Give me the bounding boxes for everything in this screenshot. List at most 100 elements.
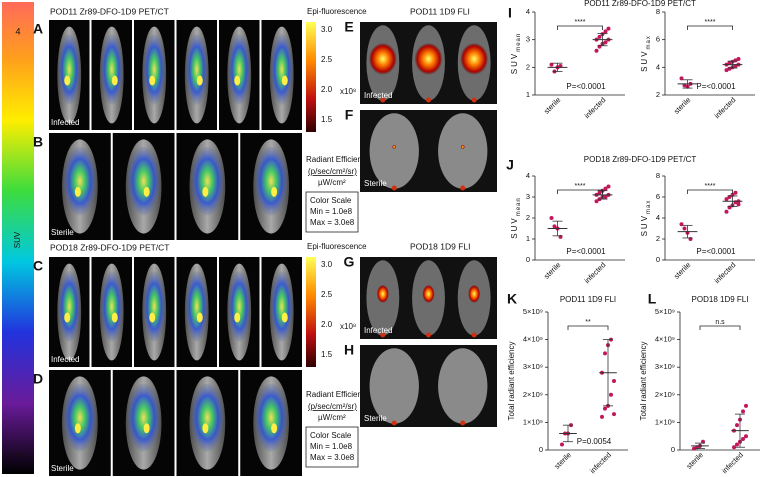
error-bar xyxy=(727,60,738,69)
y-tick-label: 2 xyxy=(526,62,530,71)
y-tick-label: 0 xyxy=(656,255,660,264)
significance-label: **** xyxy=(705,19,716,26)
pet-hotspot xyxy=(281,312,288,323)
panel-title: POD18 1D9 FLI xyxy=(410,241,470,251)
significance-bracket xyxy=(567,325,609,330)
error-bar xyxy=(552,62,563,72)
y-tick-label: 4 xyxy=(526,7,530,16)
fli-colorbar xyxy=(306,257,316,367)
data-point xyxy=(724,68,729,73)
error-bar xyxy=(695,442,705,450)
pet-hotspot xyxy=(64,312,71,323)
y-axis-label: SUVmax xyxy=(640,200,651,237)
data-point xyxy=(594,199,599,204)
panel-letter: L xyxy=(648,291,657,307)
y-tick-label: 3 xyxy=(526,192,530,201)
y-tick-label: 4 xyxy=(656,62,660,71)
scale-box-line: Color Scale xyxy=(310,431,352,440)
content: POD11 Zr89-DFO-1D9 PET/CT A Infected B Steri… xyxy=(33,0,760,476)
fli-signal xyxy=(368,42,397,75)
y-tick-label: 2 xyxy=(526,213,530,222)
fli-foot xyxy=(460,420,466,426)
unit-numerator: (p/sec/cm²/sr) xyxy=(308,167,357,176)
pet-hotspot xyxy=(281,75,288,86)
pet-signal xyxy=(228,34,251,105)
data-point xyxy=(603,195,608,199)
data-point xyxy=(741,409,745,414)
significance-label: ** xyxy=(585,319,591,326)
pet-hotspot xyxy=(149,312,156,323)
scale-tick: 3.0 xyxy=(321,260,333,269)
data-point xyxy=(741,436,745,441)
x-tick-label: sterile xyxy=(552,450,573,471)
data-point xyxy=(597,190,602,195)
panel-letter: A xyxy=(33,21,43,37)
x-tick-label: infected xyxy=(712,260,737,285)
panel-title: POD18 Zr89-DFO-1D9 PET/CT xyxy=(50,242,170,252)
pet-hotspot xyxy=(111,75,118,86)
x-tick-label: sterile xyxy=(684,450,705,471)
y-tick-label: 5×10⁹ xyxy=(523,307,543,316)
pet-hotspot xyxy=(74,186,81,197)
p-value: P=0.0054 xyxy=(577,437,612,446)
scale-box xyxy=(305,191,359,233)
y-tick-label: 6 xyxy=(656,35,660,44)
pet-hotspot xyxy=(74,423,81,434)
data-point xyxy=(612,379,616,383)
y-label-main: SUV xyxy=(640,49,649,71)
y-axis-label: Total radiant efficiency xyxy=(639,341,648,420)
suv-min: 0.3 xyxy=(12,451,24,460)
x-tick-label: sterile xyxy=(672,260,693,281)
scale-box-line: Max = 3.0e8 xyxy=(310,218,355,227)
y-tick-label: 5×10⁹ xyxy=(655,307,675,316)
data-point xyxy=(597,44,602,49)
y-label-sub: mean xyxy=(516,33,522,52)
suv-colorbar xyxy=(2,2,34,474)
chart-title: POD11 1D9 FLI xyxy=(560,295,616,304)
y-label-main: SUV xyxy=(640,214,649,236)
data-point xyxy=(682,226,687,231)
fli-foot xyxy=(380,97,386,103)
x-tick-label: sterile xyxy=(542,260,563,281)
pet-signal xyxy=(270,271,293,342)
mouse-body xyxy=(369,348,419,424)
fli-signal xyxy=(460,144,465,149)
suv-max: 4 xyxy=(15,26,20,36)
y-tick-label: 3×10⁹ xyxy=(655,362,675,371)
x-tick-label: sterile xyxy=(542,95,563,116)
data-point xyxy=(603,40,608,45)
y-axis-label: SUVmean xyxy=(510,33,521,74)
error-bar xyxy=(682,224,693,239)
image-tag: Sterile xyxy=(364,414,387,423)
data-point xyxy=(606,26,611,31)
panel-letter: G xyxy=(344,254,355,270)
y-tick-label: 2 xyxy=(656,90,660,99)
y-label-sub: max xyxy=(646,200,652,214)
pet-hotspot xyxy=(234,75,241,86)
scale-tick: 2.0 xyxy=(321,85,333,94)
fli-foot xyxy=(426,97,431,103)
image-tag: Infected xyxy=(364,91,392,100)
mouse-body xyxy=(438,348,488,424)
data-point xyxy=(735,423,739,428)
pet-signal xyxy=(63,383,97,452)
pet-signal xyxy=(254,383,288,452)
unit-denominator: µW/cm² xyxy=(318,178,346,187)
image-tag: Infected xyxy=(51,355,79,364)
p-value: P=<0.0001 xyxy=(696,82,736,91)
fli-colorbar xyxy=(306,22,316,132)
y-label-sub: mean xyxy=(516,197,522,216)
fli-foot xyxy=(426,332,431,338)
y-tick-label: 1×10⁹ xyxy=(655,417,675,426)
scale-multiplier: x10⁸ xyxy=(340,87,356,96)
panel-title: POD18 Zr89-DFO-1D9 PET/CT xyxy=(584,155,697,164)
pet-signal xyxy=(63,146,97,216)
y-label-main: Total radiant efficiency xyxy=(639,341,648,420)
image-tag: Sterile xyxy=(364,179,387,188)
y-tick-label: 3×10⁹ xyxy=(523,362,543,371)
x-tick-label: infected xyxy=(712,95,737,120)
scale-box xyxy=(305,426,359,468)
y-label-main: SUV xyxy=(510,216,519,238)
data-point xyxy=(609,392,613,397)
scale-box-line: Min = 1.0e8 xyxy=(310,207,353,216)
